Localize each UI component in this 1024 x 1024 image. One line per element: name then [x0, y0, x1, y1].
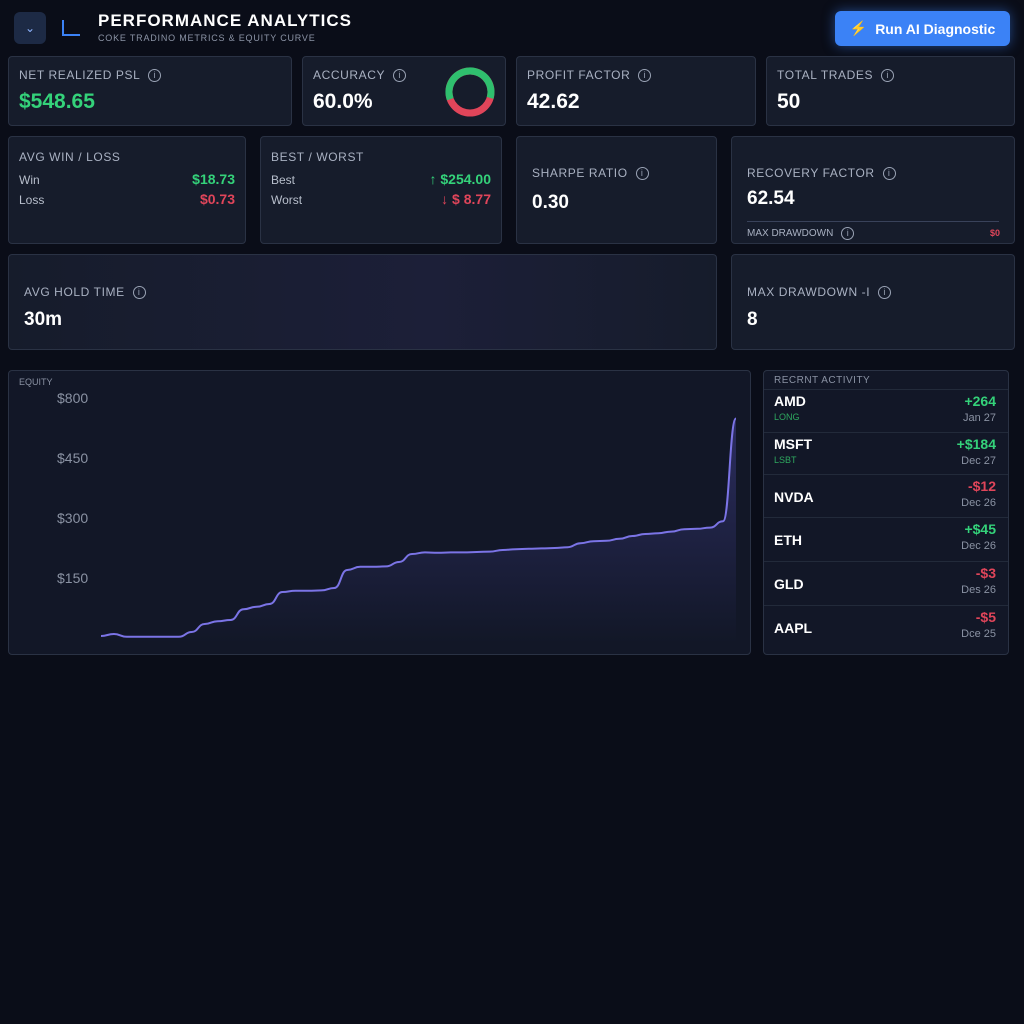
activity-amount: -$12	[967, 478, 996, 494]
y-tick-label: $450	[57, 450, 88, 466]
hold-time-card: AVG HOLD TIME i 30m	[8, 254, 717, 350]
activity-side: LONG	[774, 412, 800, 422]
accuracy-donut	[445, 67, 495, 117]
activity-symbol: ETH	[774, 532, 802, 548]
activity-item[interactable]: NVDA -$12 Dec 26	[764, 474, 1008, 518]
activity-date: Dec 26	[961, 540, 996, 552]
activity-item[interactable]: AMD LONG +264 Jan 27	[764, 389, 1008, 433]
avg-loss-value: $0.73	[199, 191, 235, 207]
profit-factor-label: PROFIT FACTOR	[527, 68, 631, 82]
max-drawdown-value: 8	[747, 309, 758, 330]
net-pnl-value: $548.65	[19, 90, 95, 113]
best-worst-label: BEST / WORST	[271, 150, 364, 164]
equity-area	[101, 418, 736, 643]
total-trades-label: TOTAL TRADES	[777, 68, 874, 82]
worst-value: ↓ $ 8.77	[441, 191, 491, 207]
hold-time-value: 30m	[24, 309, 63, 330]
y-tick-label: $300	[57, 510, 88, 526]
activity-symbol: AMD	[774, 393, 806, 409]
max-drawdown-sub-label: MAX DRAWDOWN	[747, 228, 834, 239]
profit-factor-card: PROFIT FACTOR i 42.62	[516, 56, 756, 126]
accuracy-value: 60.0%	[313, 90, 373, 113]
chart-title: EQUITY	[19, 377, 53, 387]
net-pnl-label: NET REALIZED PSL	[19, 68, 141, 82]
max-drawdown-card: MAX DRAWDOWN -I i 8	[731, 254, 1015, 350]
activity-date: Dec 27	[961, 455, 996, 467]
activity-amount: +264	[964, 393, 996, 409]
info-icon[interactable]: i	[841, 227, 855, 240]
recovery-card: RECOVERY FACTOR i 62.54 MAX DRAWDOWN i $0	[731, 136, 1015, 244]
activity-date: Des 26	[961, 584, 996, 596]
info-icon[interactable]: i	[881, 68, 895, 82]
activity-amount: +$45	[964, 521, 996, 537]
max-drawdown-label: MAX DRAWDOWN -I	[747, 285, 871, 299]
sharpe-label: SHARPE RATIO	[532, 166, 628, 180]
activity-date: Dec 26	[961, 497, 996, 509]
chevron-down-icon: ⌄	[24, 21, 36, 35]
best-worst-card: BEST / WORST Best ↑ $254.00 Worst ↓ $ 8.…	[260, 136, 502, 244]
info-icon[interactable]: i	[878, 285, 892, 299]
win-label: Win	[19, 173, 40, 187]
equity-chart-card: EQUITY $800 $450 $300 $150	[8, 370, 751, 655]
activity-symbol: NVDA	[774, 489, 814, 505]
net-pnl-card: NET REALIZED PSL i $548.65	[8, 56, 292, 126]
info-icon[interactable]: i	[393, 68, 407, 82]
recovery-label: RECOVERY FACTOR	[747, 166, 875, 180]
page-title: PERFORMANCE ANALYTICS	[98, 11, 352, 30]
avg-win-loss-label: AVG WIN / LOSS	[19, 150, 121, 164]
loss-label: Loss	[19, 193, 45, 207]
activity-item[interactable]: MSFT LSBT +$184 Dec 27	[764, 432, 1008, 476]
page-subtitle: COKE TRADINO METRICS & EQUITY CURVE	[98, 33, 316, 43]
lightning-icon: ⚡	[849, 20, 868, 36]
info-icon[interactable]: i	[638, 68, 652, 82]
menu-toggle-button[interactable]: ⌄	[14, 12, 46, 44]
profit-factor-value: 42.62	[527, 90, 580, 113]
max-drawdown-sub-value: $0	[989, 228, 1000, 238]
run-ai-diagnostic-button[interactable]: ⚡ Run AI Diagnostic	[835, 11, 1010, 46]
avg-win-loss-card: AVG WIN / LOSS Win $18.73 Loss $0.73	[8, 136, 246, 244]
equity-line	[100, 417, 737, 638]
accuracy-label: ACCURACY	[313, 68, 386, 82]
bar-chart-icon	[62, 20, 80, 36]
total-trades-value: 50	[777, 90, 801, 113]
best-label: Best	[271, 173, 296, 187]
divider	[747, 221, 999, 222]
y-tick-label: $800	[57, 390, 88, 406]
sharpe-card: SHARPE RATIO i 0.30	[516, 136, 717, 244]
info-icon[interactable]: i	[882, 166, 896, 180]
recent-activity-panel: RECRNT ACTIVITY AMD LONG +264 Jan 27 MSFT LSB…	[763, 370, 1009, 655]
activity-title: RECRNT ACTIVITY	[774, 375, 871, 386]
total-trades-card: TOTAL TRADES i 50	[766, 56, 1015, 126]
equity-chart: $800 $450 $300 $150	[57, 390, 737, 643]
activity-symbol: GLD	[774, 576, 804, 592]
recovery-value: 62.54	[747, 188, 795, 209]
worst-label: Worst	[271, 193, 303, 207]
activity-amount: +$184	[956, 436, 996, 452]
activity-amount: -$5	[975, 609, 996, 625]
activity-symbol: AAPL	[774, 620, 813, 636]
activity-amount: -$3	[975, 565, 996, 581]
accuracy-card: ACCURACY i 60.0%	[302, 56, 506, 126]
info-icon[interactable]: i	[132, 285, 146, 299]
activity-item[interactable]: ETH +$45 Dec 26	[764, 517, 1008, 561]
best-value: ↑ $254.00	[429, 171, 492, 187]
activity-date: Jan 27	[962, 412, 996, 424]
activity-symbol: MSFT	[774, 436, 813, 452]
info-icon[interactable]: i	[148, 68, 162, 82]
activity-date: Dce 25	[961, 628, 996, 640]
activity-item[interactable]: AAPL -$5 Dce 25	[764, 605, 1008, 649]
activity-item[interactable]: GLD -$3 Des 26	[764, 561, 1008, 605]
y-tick-label: $150	[57, 570, 88, 586]
hold-time-label: AVG HOLD TIME	[24, 285, 125, 299]
avg-win-value: $18.73	[192, 171, 235, 187]
info-icon[interactable]: i	[635, 166, 649, 180]
activity-side: LSBT	[774, 455, 797, 465]
sharpe-value: 0.30	[532, 192, 569, 213]
